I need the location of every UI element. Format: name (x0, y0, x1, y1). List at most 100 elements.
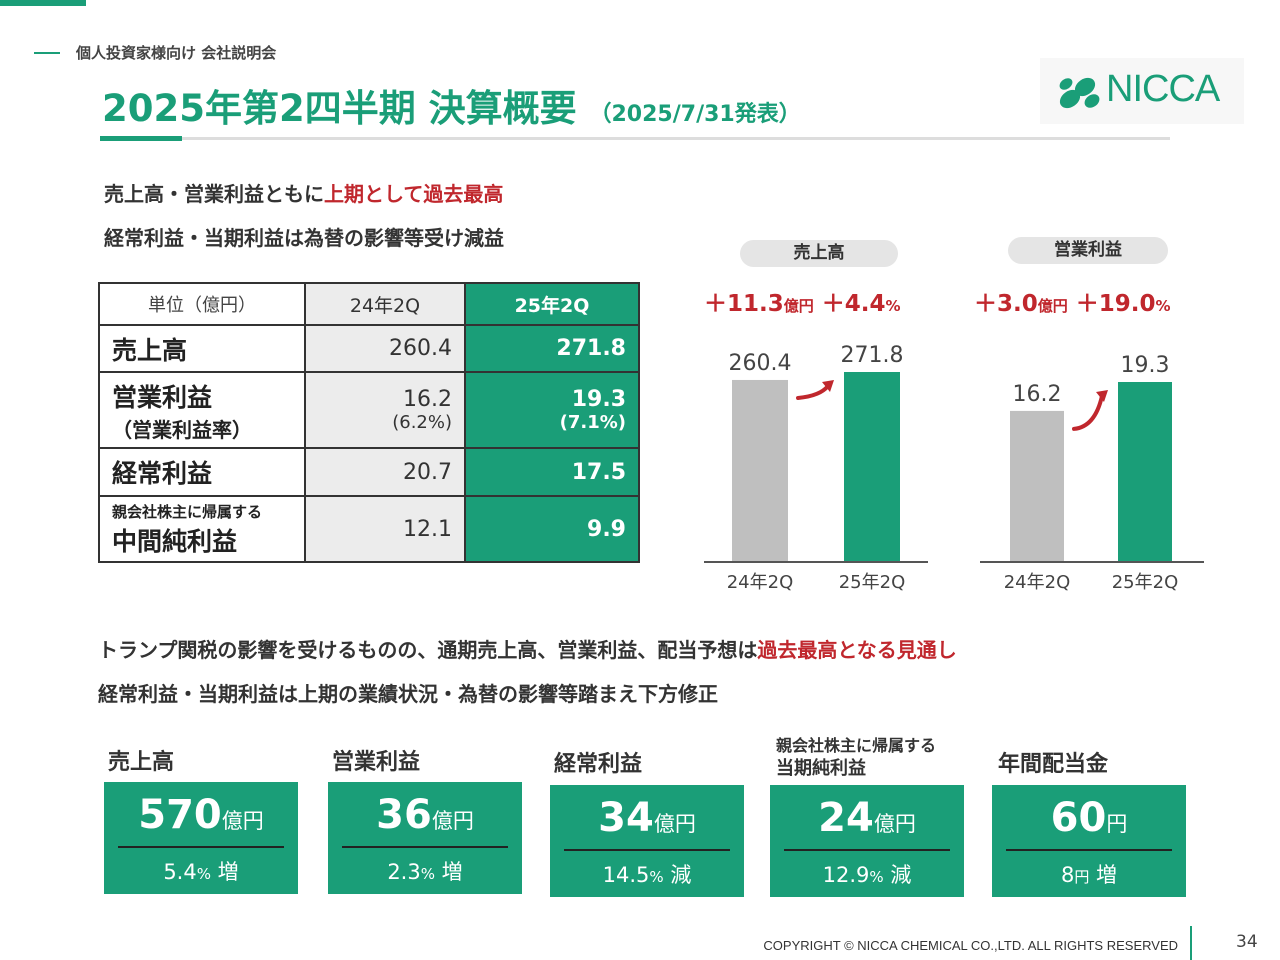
forecast-value: 24 (818, 795, 874, 841)
nicca-leaf-icon (1059, 77, 1100, 109)
headline-2: 経常利益・当期利益は為替の影響等受け減益 (104, 226, 504, 250)
forecast-change-dir: 減 (890, 863, 912, 887)
row-prev-cell: 16.2 (6.2%) (304, 371, 466, 449)
page-title-text: 2025年第2四半期 決算概要 (102, 87, 577, 130)
growth-abs: ＋11.3 (704, 291, 784, 317)
forecast-divider (118, 846, 284, 848)
chart-sales-title: 売上高 (740, 240, 898, 267)
forecast-change-unit: % (869, 868, 884, 886)
presentation-subtitle: 個人投資家様向け 会社説明会 (76, 44, 277, 62)
forecast-change-unit: % (420, 865, 435, 883)
title-underline-accent (100, 136, 182, 141)
row-curr-value: 9.9 (464, 495, 640, 563)
headline-3-highlight: 過去最高となる見通し (757, 638, 957, 662)
forecast-card-dividend: 60円 8円 増 (992, 785, 1186, 897)
bar-0 (732, 379, 788, 562)
forecast-label-ordinary: 経常利益 (554, 752, 643, 777)
logo-wordmark: NICCA (1106, 68, 1220, 110)
forecast-change-unit: % (649, 868, 664, 886)
chart-op: 16.2 24年2Q 19.3 25年2Q (980, 353, 1204, 593)
top-accent-bar (0, 0, 86, 6)
forecast-change: 2.3 (387, 860, 421, 884)
forecast-change-unit: % (196, 865, 211, 883)
headline-4: 経常利益・当期利益は上期の業績状況・為替の影響等踏まえ下方修正 (98, 682, 718, 706)
forecast-change: 12.9 (822, 863, 870, 887)
bar-1 (844, 372, 900, 562)
bar-0 (1010, 410, 1064, 562)
forecast-card-sales: 570億円 5.4% 増 (104, 782, 298, 894)
growth-arrow-icon (1072, 394, 1104, 431)
company-logo: NICCA (1040, 58, 1244, 124)
forecast-card-ordinary: 34億円 14.5% 減 (550, 785, 744, 897)
x-tick-label: 24年2Q (727, 572, 794, 593)
forecast-card-net: 24億円 12.9% 減 (770, 785, 964, 897)
forecast-value: 60 (1050, 795, 1107, 841)
headline-3: トランプ関税の影響を受けるものの、通期売上高、営業利益、配当予想は過去最高となる… (98, 634, 957, 663)
table-curr-header: 25年2Q (464, 282, 640, 326)
table-row: 親会社株主に帰属する 中間純利益 12.1 9.9 (98, 495, 640, 563)
results-table: 単位（億円） 24年2Q 25年2Q 売上高 260.4 271.8 営業利益 … (98, 282, 640, 563)
forecast-card-op: 36億円 2.3% 増 (328, 782, 522, 894)
row-curr-value: 19.3 (571, 387, 626, 412)
growth-abs-unit: 億円 (1037, 297, 1068, 315)
row-curr-cell: 19.3 (7.1%) (464, 371, 640, 449)
table-prev-header: 24年2Q (304, 282, 466, 326)
forecast-unit: 億円 (431, 809, 474, 833)
bar-value-label: 260.4 (729, 351, 792, 376)
growth-pct: ＋19.0 (1075, 291, 1156, 317)
growth-pct: ＋4.4 (821, 291, 886, 317)
forecast-change: 14.5 (602, 863, 650, 887)
row-label: 経常利益 (98, 447, 306, 497)
row-label-cell: 営業利益 （営業利益率） (98, 371, 306, 449)
forecast-change-dir: 増 (217, 860, 239, 884)
row-small-label: 親会社株主に帰属する (112, 502, 263, 521)
forecast-unit: 億円 (221, 809, 264, 833)
growth-abs: ＋3.0 (974, 291, 1038, 317)
forecast-unit: 億円 (873, 812, 916, 836)
headline-1-highlight: 上期として過去最高 (324, 182, 504, 206)
growth-abs-unit: 億円 (783, 297, 814, 315)
x-tick-label: 25年2Q (1112, 572, 1179, 593)
row-label: 売上高 (98, 324, 306, 373)
table-row: 営業利益 （営業利益率） 16.2 (6.2%) 19.3 (7.1%) (98, 371, 640, 449)
forecast-change-unit: 円 (1074, 868, 1090, 886)
table-row: 経常利益 20.7 17.5 (98, 447, 640, 497)
growth-arrowhead-icon (1096, 390, 1108, 402)
forecast-value: 36 (376, 792, 432, 838)
row-sub-label: （営業利益率） (112, 417, 252, 442)
row-prev-value: 16.2 (403, 387, 452, 412)
row-prev-value: 260.4 (304, 324, 466, 373)
growth-pct-unit: % (885, 297, 901, 315)
row-curr-value: 17.5 (464, 447, 640, 497)
forecast-divider (784, 849, 950, 851)
x-tick-label: 25年2Q (839, 572, 906, 593)
subtitle-dash (34, 52, 60, 54)
row-curr-sub: (7.1%) (559, 412, 626, 433)
footer-divider (1190, 926, 1192, 960)
growth-arrowhead-icon (822, 380, 834, 392)
row-label: 営業利益 (112, 382, 213, 412)
row-label: 中間純利益 (112, 526, 238, 556)
forecast-unit: 円 (1106, 812, 1128, 836)
page-title: 2025年第2四半期 決算概要 （2025/7/31発表） (102, 78, 801, 132)
forecast-change-dir: 増 (1096, 863, 1118, 887)
table-unit-header: 単位（億円） (98, 282, 306, 326)
headline-1-text: 売上高・営業利益ともに (104, 182, 324, 206)
forecast-label-sales: 売上高 (108, 750, 175, 775)
bar-value-label: 19.3 (1121, 353, 1170, 378)
headline-3-text: トランプ関税の影響を受けるものの、通期売上高、営業利益、配当予想は (98, 638, 758, 662)
chart-op-title: 営業利益 (1008, 237, 1168, 264)
forecast-divider (1006, 849, 1172, 851)
forecast-change: 5.4 (163, 860, 197, 884)
forecast-divider (342, 846, 508, 848)
forecast-change-dir: 減 (670, 863, 692, 887)
row-prev-value: 12.1 (304, 495, 466, 563)
forecast-value: 34 (598, 795, 654, 841)
forecast-label-dividend: 年間配当金 (998, 752, 1109, 777)
x-tick-label: 24年2Q (1004, 572, 1071, 593)
chart-op-growth: ＋3.0億円 ＋19.0% (974, 284, 1171, 318)
table-row: 売上高 260.4 271.8 (98, 324, 640, 373)
row-prev-value: 20.7 (304, 447, 466, 497)
page-title-date: （2025/7/31発表） (589, 102, 801, 127)
row-curr-value: 271.8 (464, 324, 640, 373)
